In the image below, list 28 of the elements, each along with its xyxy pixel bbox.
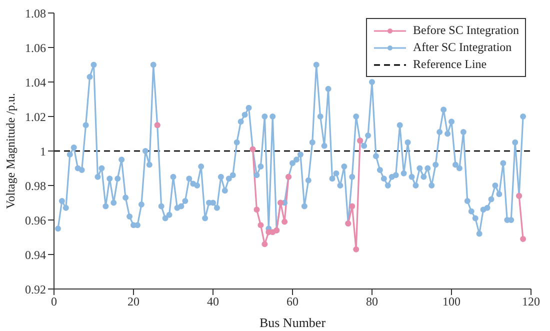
point	[349, 203, 356, 210]
y-tick-label: 1.02	[25, 110, 46, 124]
point	[254, 206, 260, 213]
legend-label: After SC Integration	[413, 39, 512, 56]
point	[520, 236, 526, 242]
y-tick-label: 1.08	[25, 6, 46, 20]
point	[353, 246, 360, 252]
y-tick-label: 1	[40, 144, 46, 158]
x-tick-label: 20	[128, 294, 140, 309]
x-tick-label: 40	[207, 294, 219, 309]
y-tick-label: 1.04	[25, 75, 46, 90]
y-tick-label: 0.96	[25, 213, 46, 228]
x-tick-label: 100	[442, 294, 460, 309]
y-tick-label: 0.98	[25, 178, 46, 193]
legend-label: Reference Line	[413, 56, 487, 73]
point	[262, 241, 268, 248]
y-axis-title: Voltage Magnitude /p.u.	[3, 93, 18, 209]
x-tick-label: 60	[286, 294, 298, 309]
point	[258, 222, 264, 228]
x-tick-label: 120	[522, 294, 540, 309]
x-tick-label: 80	[366, 294, 378, 309]
x-axis-title: Bus Number	[259, 315, 326, 330]
y-tick-label: 0.94	[25, 248, 46, 262]
point	[282, 218, 288, 225]
legend-label: Before SC Integration	[413, 22, 519, 39]
x-tick-label: 0	[51, 294, 57, 309]
y-tick-label: 1.06	[25, 40, 46, 55]
y-tick-label: 0.92	[25, 282, 46, 296]
